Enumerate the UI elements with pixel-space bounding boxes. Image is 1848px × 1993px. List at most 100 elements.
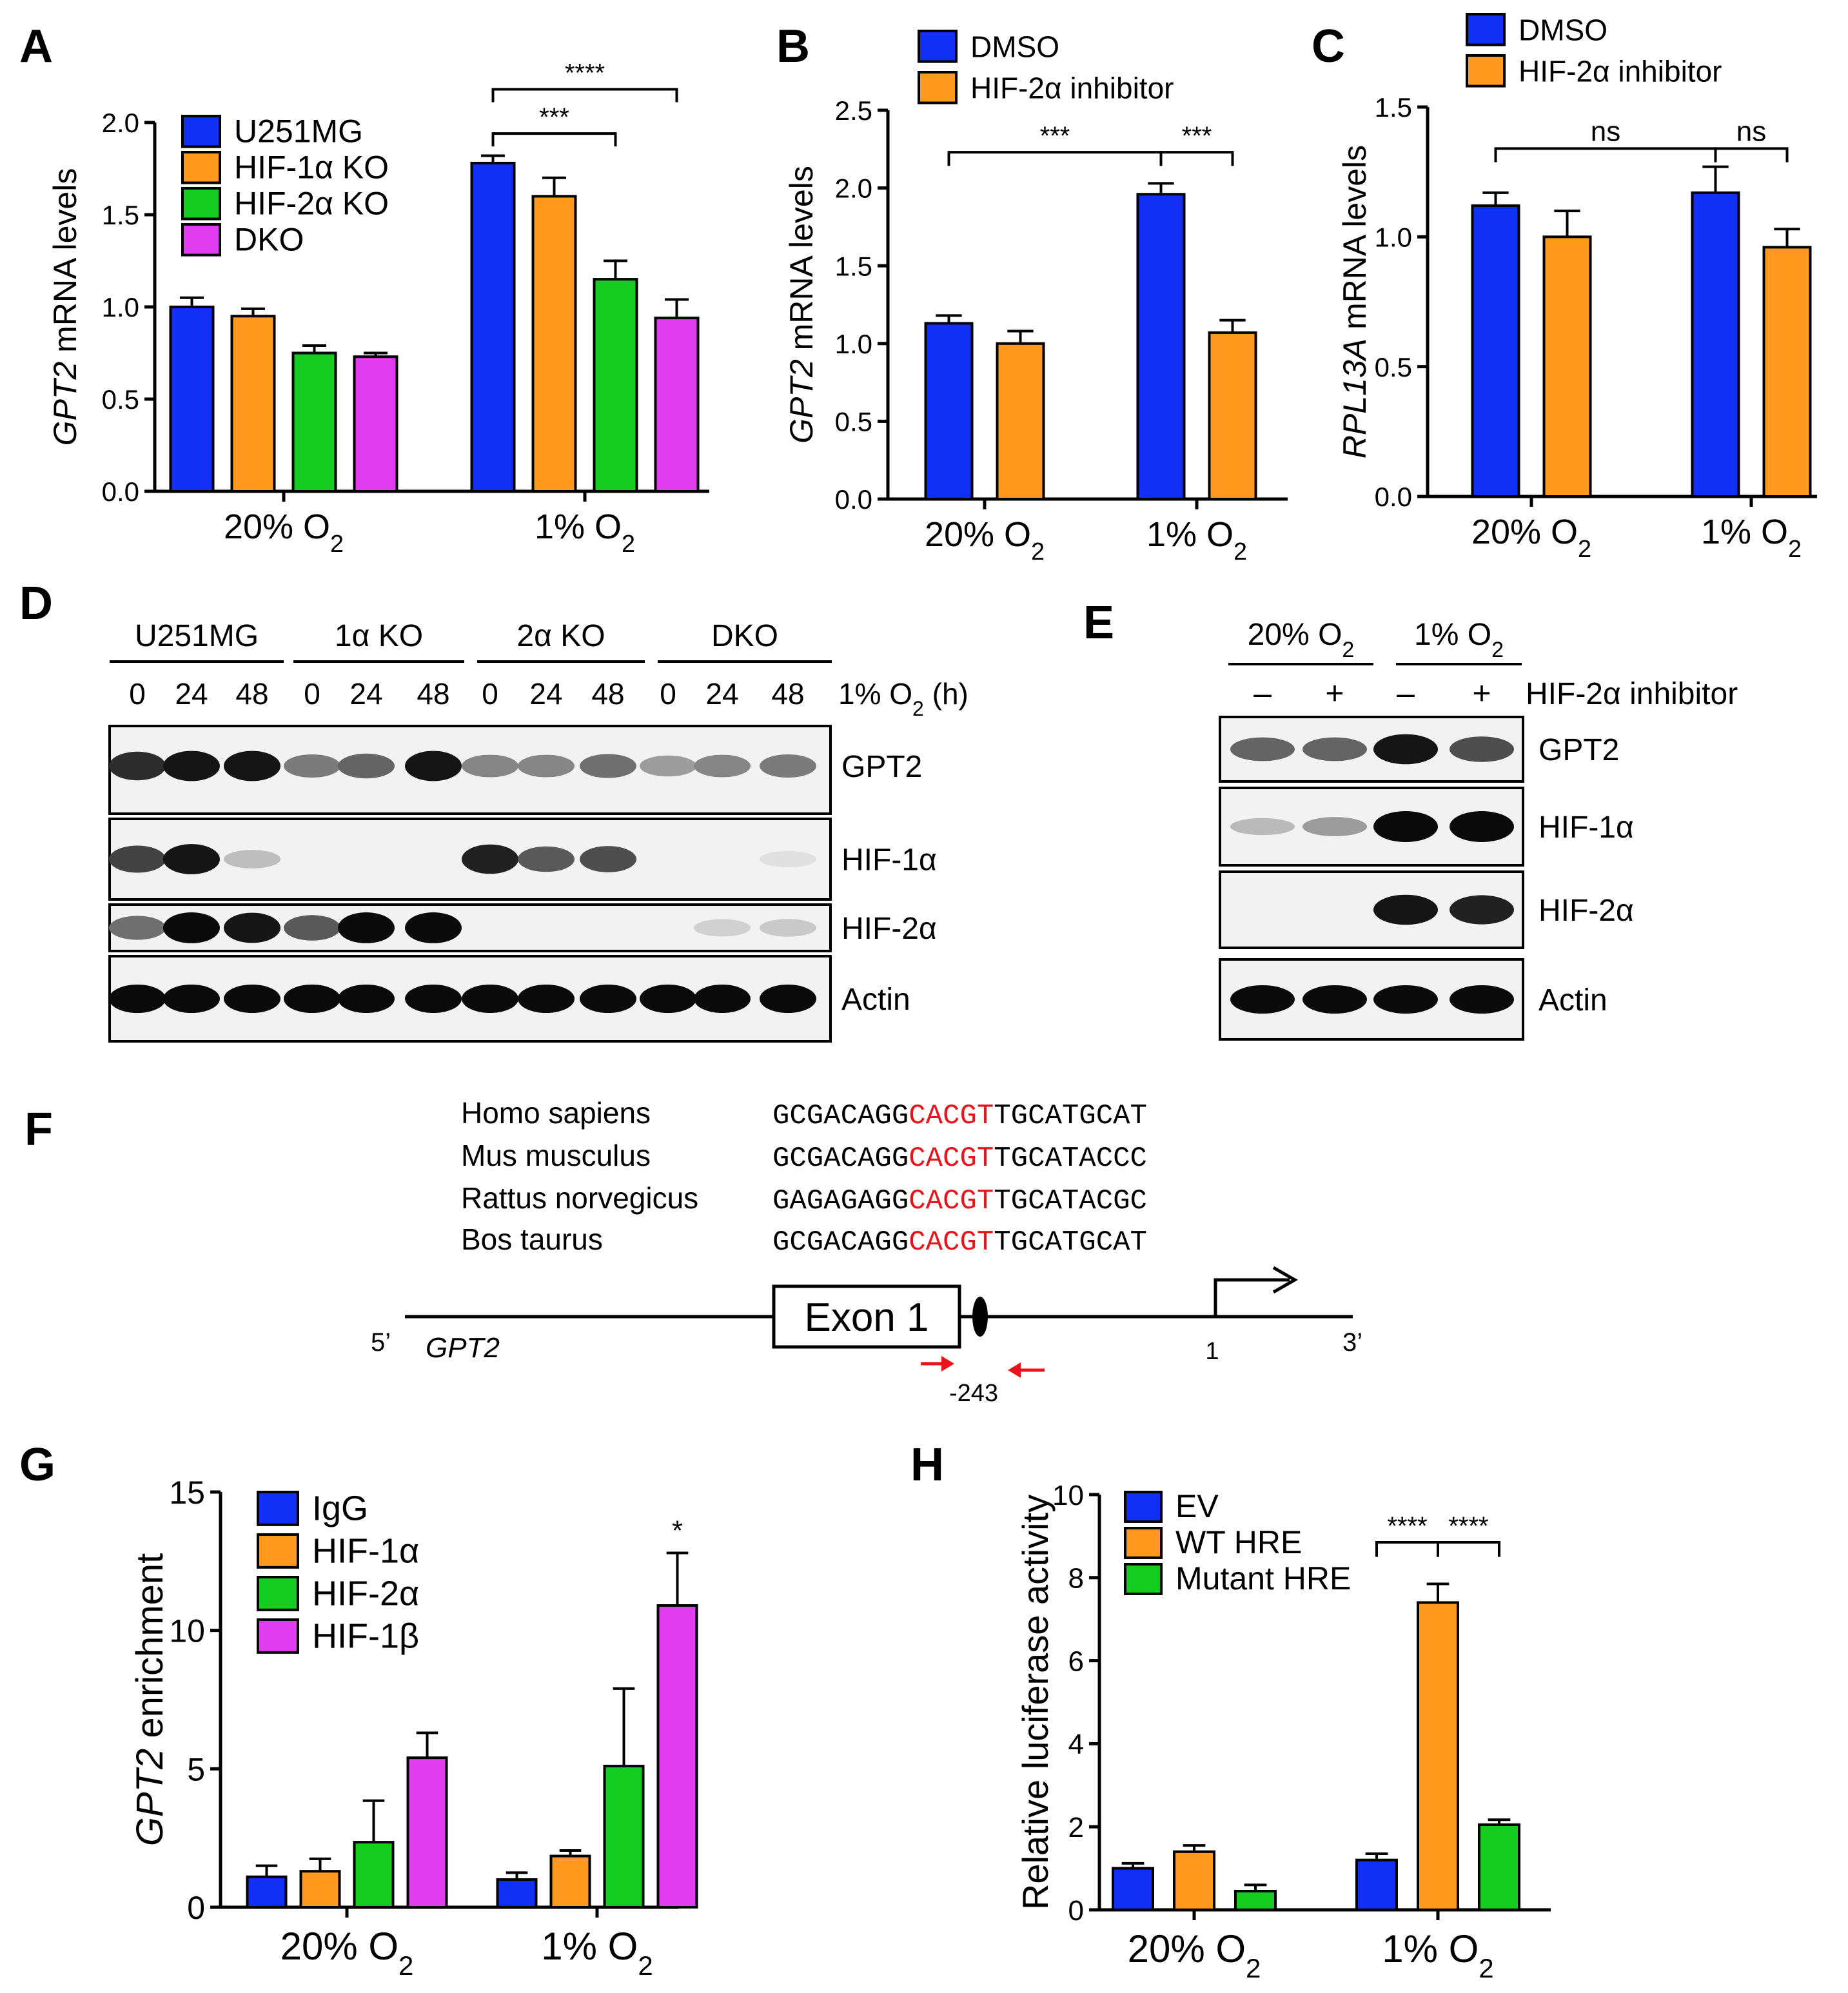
y-tick-label: 2.0 xyxy=(102,108,139,138)
bar xyxy=(656,1604,698,1909)
blot-band xyxy=(224,912,280,943)
five-prime-label: 5’ xyxy=(371,1328,391,1357)
bar xyxy=(496,1878,538,1909)
bar xyxy=(406,1756,448,1909)
y-tick-label: 5 xyxy=(187,1751,205,1787)
legend-label: HIF-2α inhibitor xyxy=(970,72,1174,105)
bar xyxy=(169,306,215,493)
species-name: Mus musculus xyxy=(461,1139,651,1172)
bar xyxy=(230,315,276,493)
blot-band xyxy=(109,985,166,1013)
protein-label: HIF-2α xyxy=(1538,894,1634,928)
hre-motif: CACGT xyxy=(909,1226,994,1259)
y-tick-label: 1.5 xyxy=(1375,92,1412,123)
significance-bracket xyxy=(1437,1541,1500,1557)
blot-band xyxy=(462,844,518,874)
blot-band xyxy=(338,753,395,779)
bar xyxy=(924,322,974,500)
y-tick-label: 1.0 xyxy=(102,292,139,322)
blot-band xyxy=(163,912,220,943)
y-axis-label: GPT2 mRNA levels xyxy=(783,166,820,444)
y-tick-label: 0 xyxy=(1068,1895,1084,1927)
legend-label: DMSO xyxy=(970,30,1059,64)
legend-swatch xyxy=(181,115,221,148)
timepoint-label: 24 xyxy=(705,677,738,711)
y-axis-label: GPT2 enrichment xyxy=(129,1553,171,1847)
timepoint-label: 24 xyxy=(175,677,208,711)
bar xyxy=(593,278,638,493)
bar xyxy=(1417,1601,1459,1911)
legend-label: HIF-1α xyxy=(312,1531,419,1570)
legend-swatch xyxy=(257,1618,299,1654)
chart-b: 0.0 0.5 1.0 1.5 2.0 2.5 20% O2 1% O2 GPT2 mRNA l… xyxy=(783,30,1288,565)
bar xyxy=(1355,1858,1398,1911)
bar xyxy=(1691,191,1740,498)
y-tick-label: 8 xyxy=(1068,1563,1084,1595)
protein-label: HIF-1α xyxy=(841,843,937,878)
x-category-label: 1% O2 xyxy=(1146,515,1247,565)
treatment-label: HIF-2α inhibitor xyxy=(1526,677,1738,711)
legend-label: DKO xyxy=(234,222,304,258)
blot-band xyxy=(405,985,462,1013)
blot-band xyxy=(109,751,166,781)
blot-band xyxy=(163,844,220,874)
x-category-label: 1% O2 xyxy=(535,507,635,558)
treatment-sign: + xyxy=(1472,675,1491,711)
y-tick-label: 1.0 xyxy=(835,329,872,359)
panel-label-F: F xyxy=(25,1104,53,1155)
blot-band xyxy=(580,846,636,872)
timepoint-label: 24 xyxy=(349,677,382,711)
bar xyxy=(1112,1867,1154,1912)
significance-label: *** xyxy=(539,103,569,132)
blot-band xyxy=(580,985,636,1013)
bar xyxy=(654,317,700,493)
chart-h: 0 2 4 6 8 10 20% O2 1% O2 Relative luciferase ac… xyxy=(1015,1480,1551,1983)
bar xyxy=(1208,331,1257,501)
blot-band xyxy=(760,754,816,778)
blot-group-label: DKO xyxy=(711,619,778,653)
blot-band xyxy=(760,985,816,1013)
bar xyxy=(299,1870,341,1909)
blot-group-label: 1% O2 xyxy=(1414,618,1504,662)
blot-band xyxy=(109,916,166,940)
timepoint-label: 48 xyxy=(235,677,268,711)
panel-label-D: D xyxy=(19,578,53,629)
blot-group-label: 1α KO xyxy=(335,619,423,653)
bar xyxy=(1234,1890,1277,1912)
panel-label-B: B xyxy=(776,21,810,72)
blot-band xyxy=(405,751,462,781)
blot-band xyxy=(1302,985,1367,1014)
protein-label: HIF-2α xyxy=(841,912,937,946)
sequence: GAGAGAGGCACGTTGCATACGC xyxy=(772,1185,1147,1217)
bar xyxy=(531,195,577,493)
alignment-row: Rattus norvegicus GAGAGAGGCACGTTGCATACGC xyxy=(461,1181,1147,1217)
legend-swatch xyxy=(1124,1491,1163,1523)
treatment-sign: + xyxy=(1325,675,1344,711)
primer-forward-arrowhead-icon xyxy=(941,1356,954,1371)
significance-bracket xyxy=(491,88,678,103)
legend-swatch xyxy=(1466,54,1506,88)
chart-g: 0 5 10 15 20% O2 1% O2 GPT2 enrichment IgG HIF-1… xyxy=(129,1475,698,1981)
legend-swatch xyxy=(918,30,958,63)
blot-band xyxy=(640,755,696,777)
legend-label: IgG xyxy=(312,1489,368,1527)
blot-band xyxy=(1302,817,1367,836)
blot-band xyxy=(518,846,575,872)
blot-band xyxy=(284,985,340,1013)
legend-swatch xyxy=(257,1533,299,1569)
blot-band xyxy=(163,985,220,1013)
timepoint-label: 0 xyxy=(660,677,676,711)
blot-band xyxy=(1450,985,1514,1014)
blot-band xyxy=(224,850,280,869)
significance-label: ns xyxy=(1736,115,1766,147)
y-tick-label: 0.0 xyxy=(102,476,139,507)
alignment-row: Homo sapiens GCGACAGGCACGTTGCATGCAT xyxy=(461,1096,1147,1132)
treatment-sign: – xyxy=(1253,675,1272,711)
bar xyxy=(353,1841,395,1909)
significance-label: **** xyxy=(1387,1512,1427,1540)
panel-label-H: H xyxy=(910,1439,944,1491)
y-tick-label: 2.0 xyxy=(835,173,872,204)
bar xyxy=(291,351,337,493)
legend-label: HIF-2α KO xyxy=(234,186,389,222)
significance-bracket xyxy=(1159,151,1234,166)
